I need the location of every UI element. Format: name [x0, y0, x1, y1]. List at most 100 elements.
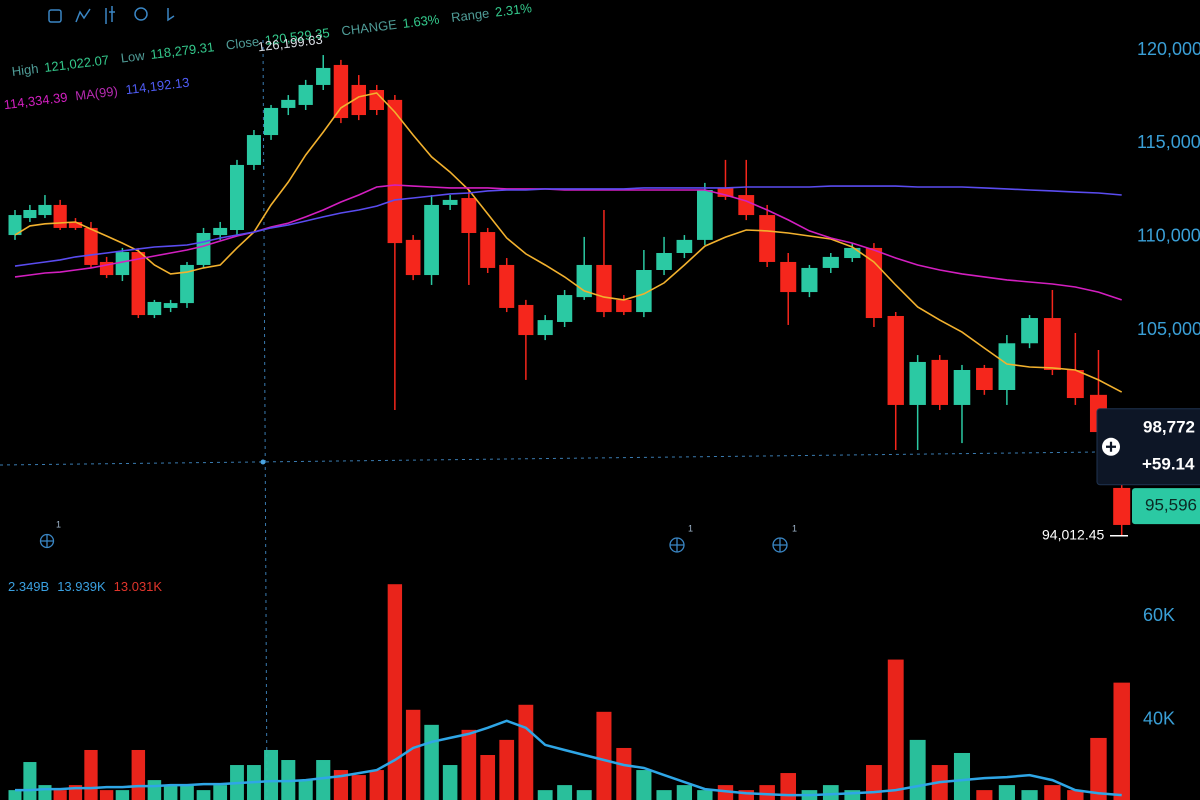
candle-body [281, 99, 296, 108]
icon-candles[interactable] [105, 6, 115, 24]
volume-bar [351, 775, 366, 800]
event-count: 1 [792, 523, 797, 533]
volume-bar [8, 790, 22, 800]
volume-tick-label: 60K [1143, 605, 1175, 625]
candle-body [84, 227, 98, 265]
volume-bar [264, 749, 279, 800]
toolbar-icons [48, 6, 175, 24]
volume-bar [616, 747, 632, 800]
change-label: +59.14 [1142, 454, 1195, 473]
candle-body [1043, 318, 1061, 370]
candle-body [480, 232, 496, 268]
volume-bar [953, 752, 971, 800]
candle-body [263, 107, 279, 136]
candle-body [1021, 318, 1038, 344]
volume-bar [461, 729, 477, 800]
volume-bar [405, 709, 421, 800]
y-tick-label: 120,000 [1137, 39, 1200, 59]
legend-label: High [11, 61, 39, 79]
volume-tick-label: 40K [1143, 709, 1175, 729]
candle-body [887, 315, 904, 405]
candle-body [1113, 487, 1131, 525]
volume-bar [697, 790, 713, 800]
icon-settings[interactable] [134, 7, 148, 21]
candle-body [316, 67, 331, 85]
candle-body [68, 221, 83, 228]
volume-bar [759, 785, 775, 800]
volume-legend-item: 2.349B [8, 579, 49, 594]
volume-bar [998, 785, 1015, 800]
y-tick-label: 115,000 [1137, 132, 1200, 152]
legend-label: Close [225, 34, 260, 53]
candle-body [656, 252, 672, 270]
candle-body [424, 204, 439, 276]
volume-bar [316, 760, 331, 800]
volume-bar [887, 659, 904, 800]
volume-bar [866, 765, 882, 800]
icon-indicator[interactable] [75, 8, 91, 23]
volume-bar [480, 755, 496, 800]
candle-body [953, 370, 971, 405]
candle-body [556, 295, 573, 322]
candle-body [616, 299, 632, 313]
volume-bar [38, 785, 52, 800]
candle-body [1066, 370, 1084, 399]
event-icons [39, 533, 788, 553]
volume-bar [442, 765, 458, 800]
candle-body [23, 210, 37, 219]
candle-body [196, 232, 211, 265]
volume-bar [1021, 790, 1038, 800]
candle-body [298, 84, 313, 105]
candle-body [518, 304, 534, 336]
candle-body [369, 90, 385, 110]
candle-body [976, 367, 993, 390]
candle-body [405, 239, 421, 276]
volume-bar [369, 770, 384, 800]
volume-bar [298, 780, 313, 800]
candle-body [131, 252, 146, 316]
candle-body [537, 320, 553, 336]
candle-body [499, 264, 515, 308]
candle-body [717, 187, 734, 197]
mark-price-box [1132, 488, 1200, 525]
crosshair [0, 39, 1101, 800]
last-price-box [1096, 408, 1200, 486]
last-price-label: 98,772 [1143, 417, 1195, 436]
volume-bar [1044, 785, 1061, 800]
event-globe-lines [670, 538, 684, 552]
crosshair-horizontal [0, 451, 1101, 466]
volume-legend-text: 2.349B 13.939K 13.031K [8, 579, 162, 594]
volume-bar [99, 790, 114, 800]
candle-body [801, 267, 818, 293]
volume-bar [596, 711, 612, 800]
icon-calendar[interactable] [48, 9, 62, 23]
y-tick-label: 105,000 [1137, 319, 1200, 339]
volume-legend-item: 13.031K [114, 579, 163, 594]
candle-body [676, 239, 693, 253]
candle-body [8, 215, 22, 236]
candle-body [163, 303, 178, 308]
volume-ma-line [15, 719, 1122, 797]
volume-bar [636, 770, 652, 800]
crosshair-dot [260, 459, 266, 465]
candle-body [246, 135, 261, 165]
volume-bar [518, 704, 534, 800]
candle-body [351, 84, 366, 116]
candle-body [596, 264, 612, 313]
volume-bar [84, 749, 98, 800]
volume-bar [196, 790, 211, 800]
candle-body [229, 164, 244, 230]
volume-bar [976, 790, 993, 800]
legend-value: 1.63% [402, 12, 441, 31]
event-globe-lines [773, 538, 787, 552]
candle-body [998, 343, 1016, 390]
volume-bar [387, 584, 403, 800]
icon-more[interactable] [167, 8, 175, 22]
candle-body [387, 99, 403, 244]
candle-body [115, 252, 130, 276]
ma-legend-item: MA(99) [75, 84, 119, 104]
candle-body [759, 215, 776, 262]
